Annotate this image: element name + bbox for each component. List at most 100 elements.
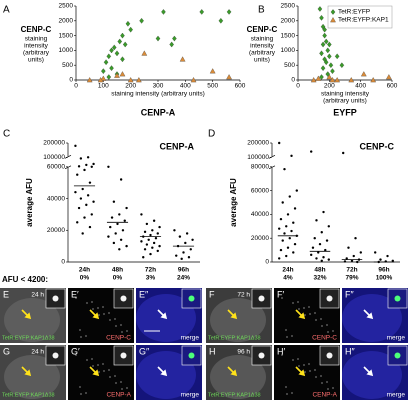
- point: [327, 53, 332, 60]
- threshold-title: AFU < 4200:: [2, 275, 48, 284]
- speck: [314, 369, 316, 371]
- dot: [359, 251, 362, 254]
- point: [334, 77, 341, 83]
- dot: [391, 259, 394, 263]
- speck: [86, 302, 88, 304]
- panel-letter: E′: [71, 289, 79, 299]
- x-tick-label: 600: [387, 83, 398, 90]
- dot: [285, 254, 288, 258]
- y-tick-label: 2000: [281, 18, 296, 25]
- speck: [126, 387, 128, 389]
- nucleus: [210, 298, 266, 342]
- speck: [91, 358, 93, 360]
- panel-letter: E: [3, 289, 9, 299]
- point: [106, 74, 112, 80]
- speck: [102, 306, 104, 308]
- dot: [295, 189, 298, 192]
- nucleus: [210, 355, 266, 399]
- point: [310, 77, 317, 83]
- caption: CENP-A: [106, 392, 131, 399]
- point: [101, 68, 106, 74]
- point: [125, 20, 131, 27]
- dot: [81, 232, 84, 235]
- point: [199, 9, 205, 15]
- speck: [121, 388, 123, 390]
- arrow: [227, 309, 238, 320]
- speck: [326, 381, 328, 383]
- dot: [310, 253, 313, 257]
- speck: [79, 329, 81, 331]
- point: [315, 75, 322, 81]
- speck: [91, 301, 93, 303]
- inset-spot: [52, 352, 59, 359]
- dot: [286, 213, 290, 216]
- panel-letter: C: [3, 129, 10, 140]
- dot: [283, 232, 286, 235]
- dot: [281, 239, 284, 242]
- dot: [140, 213, 143, 216]
- point: [100, 75, 107, 81]
- dot: [121, 229, 125, 232]
- dot: [292, 251, 295, 254]
- point: [370, 77, 377, 83]
- speck: [298, 365, 300, 367]
- point: [179, 56, 186, 62]
- speck: [108, 312, 110, 314]
- point: [127, 77, 134, 83]
- dot: [182, 251, 185, 254]
- dot: [147, 238, 150, 241]
- y-axis-label: (arbitrary: [23, 50, 50, 57]
- speck: [315, 319, 317, 321]
- caption: merge: [181, 392, 200, 399]
- panel-letter: D: [208, 129, 215, 140]
- y-axis-label: staining: [25, 36, 48, 43]
- speck: [85, 335, 87, 337]
- point: [111, 44, 117, 51]
- point: [339, 62, 345, 69]
- speck: [303, 307, 305, 309]
- dot: [317, 251, 320, 254]
- dot: [86, 194, 90, 197]
- dot: [114, 232, 117, 235]
- x-tick-label: 96h: [378, 267, 389, 274]
- point: [329, 77, 336, 83]
- dot: [158, 244, 161, 248]
- dot: [350, 259, 354, 263]
- threshold-label: 0%: [80, 275, 90, 282]
- speck: [281, 297, 283, 299]
- dot: [86, 156, 90, 159]
- speck: [304, 314, 306, 316]
- panel-letter: G: [3, 346, 10, 356]
- dot: [184, 241, 187, 245]
- dot: [143, 230, 147, 234]
- arrow: [227, 366, 238, 377]
- dot: [76, 173, 79, 176]
- speck: [304, 371, 306, 373]
- y-tick-label: 2500: [281, 3, 296, 10]
- point: [103, 59, 109, 66]
- time-label: 24 h: [31, 349, 44, 356]
- point: [319, 50, 324, 57]
- dot: [152, 219, 156, 222]
- y-tick-label: 0: [265, 259, 269, 266]
- dot: [191, 238, 194, 241]
- dot: [92, 200, 95, 203]
- speck: [126, 330, 128, 332]
- legend-label: TetR:EYFP: [338, 9, 370, 16]
- panel-letter: H: [209, 346, 216, 356]
- dot: [112, 241, 116, 245]
- dot: [90, 213, 93, 216]
- dot: [315, 257, 318, 260]
- dot: [320, 259, 323, 263]
- point: [190, 77, 197, 83]
- dot: [288, 237, 291, 240]
- axis-break: [64, 154, 72, 170]
- point: [122, 41, 128, 48]
- panel-letter: G″: [139, 346, 150, 356]
- dot: [278, 257, 281, 260]
- point: [109, 47, 114, 54]
- dot: [119, 238, 123, 241]
- panel-letter: E″: [139, 289, 149, 299]
- dot: [83, 168, 86, 172]
